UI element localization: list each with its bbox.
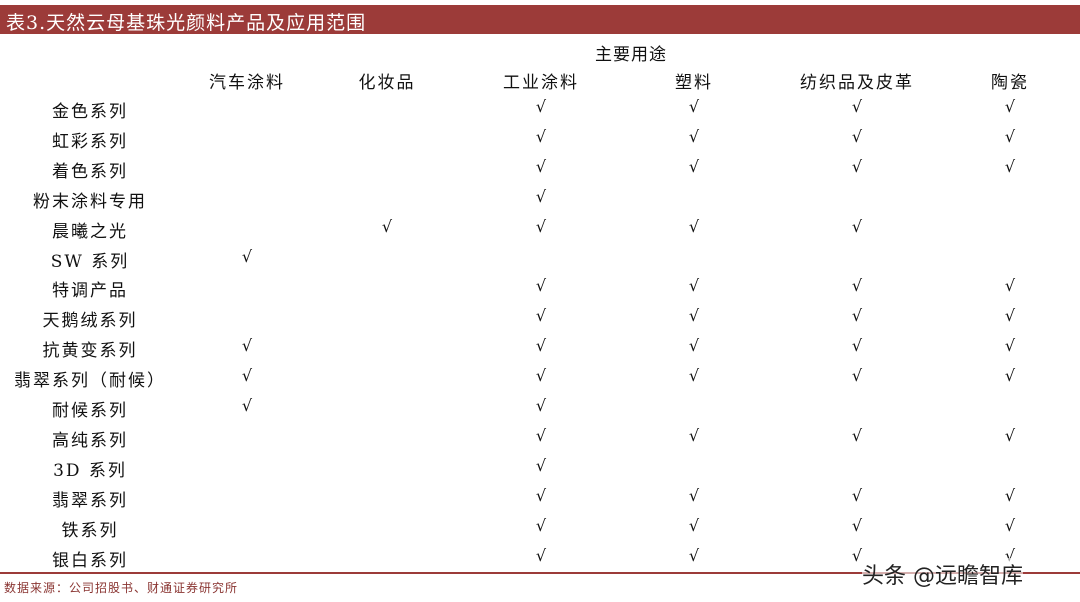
check-mark: √ [535, 216, 547, 236]
check-mark: √ [688, 126, 700, 146]
row-label: 晨曦之光 [52, 221, 128, 242]
row-label: 翡翠系列 [52, 490, 128, 511]
check-mark: √ [1004, 366, 1016, 386]
check-mark: √ [1004, 97, 1016, 116]
check-mark: √ [1004, 515, 1016, 535]
check-mark: √ [535, 306, 547, 326]
check-mark: √ [535, 425, 547, 445]
check-mark: √ [688, 515, 700, 535]
check-mark: √ [1004, 485, 1016, 505]
check-mark: √ [851, 336, 863, 356]
column-header: 工业涂料 [503, 73, 579, 93]
check-mark: √ [535, 396, 547, 415]
check-mark: √ [241, 396, 253, 415]
row-label: 翡翠系列（耐候） [14, 371, 166, 392]
check-mark: √ [1004, 306, 1016, 326]
check-mark: √ [535, 366, 547, 386]
bottom-rule [0, 572, 1080, 574]
table-row: 特调产品 √ √ √ √ [0, 276, 1080, 306]
row-label: 虹彩系列 [52, 131, 128, 152]
check-mark: √ [535, 186, 547, 206]
check-mark: √ [535, 485, 547, 505]
table-row: 金色系列 √ √ √ √ [0, 97, 1080, 127]
row-label: 耐候系列 [52, 401, 128, 421]
check-mark: √ [688, 97, 700, 116]
table-row: 铁系列 √ √ √ √ [0, 516, 1080, 546]
column-header: 纺织品及皮革 [800, 73, 914, 93]
check-mark: √ [688, 156, 700, 176]
check-mark: √ [1004, 425, 1016, 445]
check-mark: √ [535, 97, 547, 116]
check-mark: √ [851, 515, 863, 535]
row-label: 抗黄变系列 [42, 341, 138, 362]
table-row: SW 系列 √ [0, 247, 1080, 277]
check-mark: √ [535, 156, 547, 176]
row-label: 着色系列 [52, 161, 128, 182]
check-mark: √ [241, 366, 253, 386]
check-mark: √ [535, 545, 547, 565]
check-mark: √ [851, 485, 863, 505]
check-mark: √ [535, 126, 547, 146]
table-row: 高纯系列 √ √ √ √ [0, 426, 1080, 456]
check-mark: √ [851, 366, 863, 386]
column-header: 汽车涂料 [209, 73, 285, 93]
check-mark: √ [851, 276, 863, 296]
table-row: 天鹅绒系列 √ √ √ √ [0, 306, 1080, 336]
check-mark: √ [1004, 126, 1016, 146]
check-mark: √ [688, 216, 700, 236]
check-mark: √ [851, 306, 863, 326]
row-label: 铁系列 [61, 520, 119, 541]
table-row: 3D 系列 √ [0, 456, 1080, 486]
row-label: 3D 系列 [53, 460, 127, 481]
check-mark: √ [1004, 545, 1016, 565]
row-label: 金色系列 [52, 102, 128, 122]
row-label: SW 系列 [50, 251, 130, 272]
check-mark: √ [851, 156, 863, 176]
check-mark: √ [851, 545, 863, 565]
table-row: 银白系列 √ √ √ √ [0, 546, 1080, 576]
table-row: 着色系列 √ √ √ √ [0, 157, 1080, 187]
check-mark: √ [851, 425, 863, 445]
check-mark: √ [688, 545, 700, 565]
check-mark: √ [688, 485, 700, 505]
check-mark: √ [851, 97, 863, 116]
check-mark: √ [851, 126, 863, 146]
check-mark: √ [1004, 336, 1016, 356]
check-mark: √ [535, 336, 547, 356]
table-title: 表3.天然云母基珠光颜料产品及应用范围 [6, 12, 367, 34]
check-mark: √ [1004, 156, 1016, 176]
column-header: 塑料 [675, 73, 713, 93]
table-title-bar: 表3.天然云母基珠光颜料产品及应用范围 [0, 5, 1080, 34]
row-label: 天鹅绒系列 [42, 311, 138, 332]
check-mark: √ [688, 366, 700, 386]
group-header: 主要用途 [595, 45, 667, 65]
watermark: 头条 @远瞻智库 [862, 558, 1023, 590]
table-row: 翡翠系列（耐候） √ √ √ √ √ [0, 366, 1080, 396]
table-row: 粉末涂料专用 √ [0, 187, 1080, 217]
source-note: 数据来源：公司招股书、财通证券研究所 [4, 581, 239, 595]
table-row: 翡翠系列 √ √ √ √ [0, 486, 1080, 516]
table-row: 虹彩系列 √ √ √ √ [0, 127, 1080, 157]
row-label: 银白系列 [52, 550, 128, 571]
table-row: 晨曦之光 √ √ √ √ [0, 217, 1080, 247]
check-mark: √ [241, 246, 253, 266]
check-mark: √ [688, 306, 700, 326]
row-label: 粉末涂料专用 [33, 191, 147, 212]
row-label: 特调产品 [52, 281, 128, 302]
row-label: 高纯系列 [52, 430, 128, 451]
check-mark: √ [688, 276, 700, 296]
check-mark: √ [381, 216, 393, 236]
check-mark: √ [535, 515, 547, 535]
column-header: 化妆品 [358, 73, 416, 93]
table-row: 耐候系列 √ √ [0, 396, 1080, 426]
check-mark: √ [1004, 276, 1016, 296]
column-header: 陶瓷 [991, 73, 1029, 93]
check-mark: √ [535, 455, 547, 475]
check-mark: √ [851, 216, 863, 236]
table-row: 抗黄变系列 √ √ √ √ √ [0, 336, 1080, 366]
check-mark: √ [241, 336, 253, 356]
check-mark: √ [688, 336, 700, 356]
check-mark: √ [688, 425, 700, 445]
check-mark: √ [535, 276, 547, 296]
